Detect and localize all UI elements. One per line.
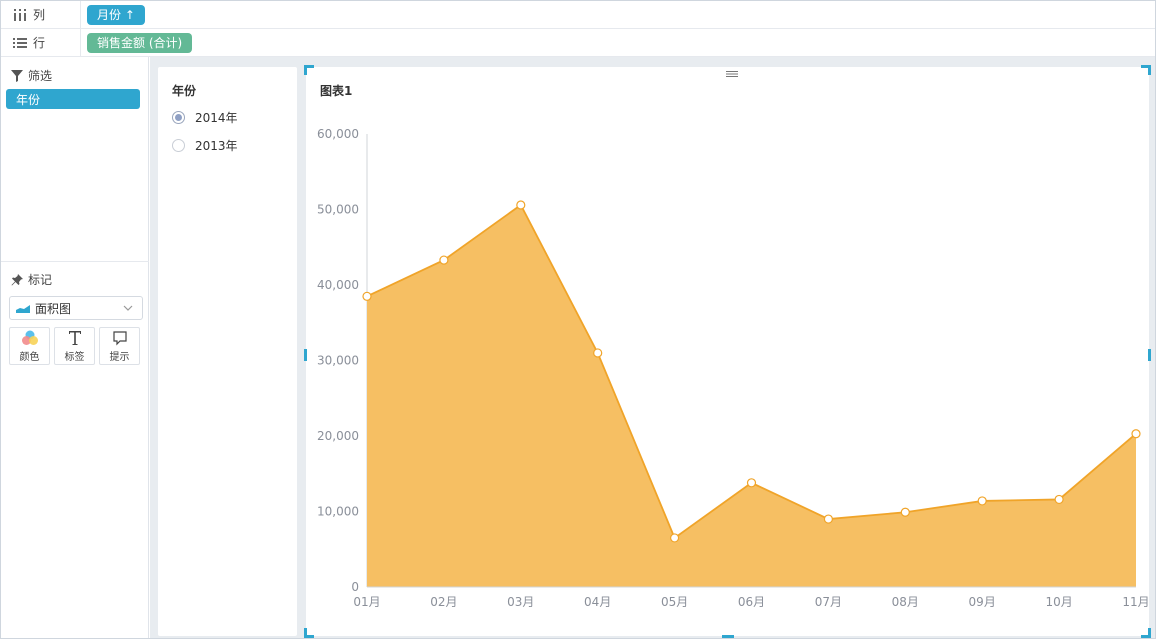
y-tick-label: 60,000	[317, 127, 359, 141]
x-tick-label: 02月	[430, 595, 457, 609]
data-point	[516, 200, 526, 210]
filter-title: 筛选	[28, 69, 53, 83]
panel-divider	[1, 261, 149, 262]
rows-shelf: 行 销售金额 (合计)	[1, 29, 1155, 57]
color-button-label: 颜色	[19, 352, 40, 363]
chart-panel[interactable]: 图表1 0 10,000 20,000 30,000 40,000 50,000 60,00…	[304, 65, 1151, 638]
x-tick-label: 06月	[738, 595, 765, 609]
columns-label: 列	[33, 8, 46, 22]
x-tick-label: 10月	[1045, 595, 1072, 609]
year-option-2014[interactable]: 2014年	[172, 109, 238, 126]
year-filter-panel: 年份 2014年 2013年	[158, 67, 297, 636]
chart-type-value: 面积图	[35, 301, 72, 316]
color-icon	[21, 329, 39, 347]
filter-icon	[11, 69, 23, 82]
data-point	[900, 507, 910, 517]
radio-selected-icon	[172, 111, 185, 124]
chevron-down-icon	[123, 305, 133, 311]
drag-handle-icon[interactable]	[726, 70, 738, 78]
data-point	[746, 478, 757, 488]
resize-corner-top-left[interactable]	[304, 65, 314, 75]
resize-handle-right[interactable]	[1148, 349, 1151, 361]
x-tick-label: 01月	[353, 595, 380, 609]
columns-shelf: 列 月份 ↑	[1, 1, 1155, 29]
resize-corner-top-right[interactable]	[1141, 65, 1151, 75]
data-point	[823, 514, 834, 524]
data-point	[977, 496, 987, 506]
resize-handle-left[interactable]	[304, 349, 307, 361]
year-option-2013[interactable]: 2013年	[172, 137, 238, 154]
data-point	[670, 533, 680, 543]
x-tick-label: 03月	[507, 595, 534, 609]
label-button-label: 标签	[64, 352, 85, 363]
x-tick-label: 05月	[661, 595, 688, 609]
sales-amount-pill[interactable]: 销售金额 (合计)	[87, 32, 193, 53]
data-point	[362, 291, 372, 301]
year-filter-title: 年份	[172, 84, 197, 98]
columns-shelf-label: 列	[1, 1, 81, 28]
year-option-label: 2014年	[195, 111, 238, 125]
data-point	[439, 255, 449, 265]
area-fill	[367, 204, 1136, 587]
y-tick-label: 40,000	[317, 278, 359, 292]
tooltip-button-label: 提示	[109, 352, 130, 363]
rows-icon	[13, 36, 27, 50]
data-point	[593, 348, 603, 358]
y-tick-label: 20,000	[317, 429, 359, 443]
rows-shelf-label: 行	[1, 29, 81, 56]
pin-icon	[11, 273, 23, 285]
month-field-pill[interactable]: 月份 ↑	[87, 4, 145, 25]
y-tick-label: 30,000	[317, 354, 359, 368]
marks-title: 标记	[28, 273, 53, 287]
resize-corner-bottom-left[interactable]	[304, 628, 314, 638]
resize-handle-bottom[interactable]	[722, 635, 734, 638]
tooltip-icon	[112, 329, 128, 347]
area-chart: 0 10,000 20,000 30,000 40,000 50,000 60,000 01月…	[317, 127, 1149, 609]
radio-unselected-icon	[172, 139, 185, 152]
rows-label: 行	[33, 36, 46, 50]
y-tick-label: 50,000	[317, 203, 359, 217]
resize-corner-bottom-right[interactable]	[1141, 628, 1151, 638]
year-option-label: 2013年	[195, 139, 238, 153]
y-tick-label: 0	[351, 580, 359, 594]
text-icon	[68, 329, 82, 347]
data-point	[1131, 429, 1141, 439]
color-button[interactable]: 颜色	[9, 327, 50, 365]
area-chart-icon	[16, 305, 30, 313]
chart-title: 图表1	[320, 84, 353, 98]
tooltip-button[interactable]: 提示	[99, 327, 140, 365]
x-tick-label: 04月	[584, 595, 611, 609]
filter-year-pill[interactable]: 年份	[6, 89, 140, 109]
x-tick-label: 08月	[892, 595, 919, 609]
chart-type-select[interactable]: 面积图	[9, 296, 143, 320]
x-tick-label: 11月	[1122, 595, 1149, 609]
y-tick-label: 10,000	[317, 505, 359, 519]
columns-icon	[13, 8, 27, 22]
data-point	[1054, 494, 1064, 505]
x-tick-label: 09月	[969, 595, 996, 609]
mark-buttons: 颜色 标签 提示	[9, 327, 140, 365]
marks-section-title: 标记	[1, 271, 52, 288]
workspace: 年份 2014年 2013年 图表1 0 10,000 20,000 30,000 40…	[150, 57, 1155, 638]
x-tick-label: 07月	[815, 595, 842, 609]
filter-section-title: 筛选	[1, 67, 52, 84]
label-button[interactable]: 标签	[54, 327, 95, 365]
left-panel: 筛选 年份 标记 面积图 颜色 标签	[1, 57, 149, 638]
